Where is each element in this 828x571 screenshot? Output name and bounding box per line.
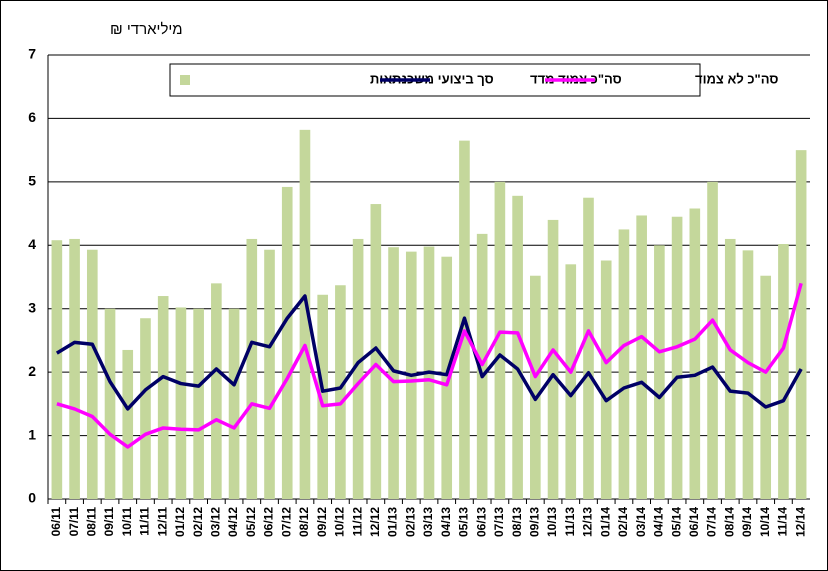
bar [193, 308, 204, 499]
x-tick-label: 03/12 [209, 507, 223, 537]
x-tick-label: 09/13 [527, 507, 541, 537]
x-tick-label: 11/12 [350, 507, 364, 537]
y-tick-label: 1 [28, 426, 36, 442]
bar [246, 238, 258, 499]
bar [476, 233, 488, 499]
bar [547, 219, 559, 499]
y-tick-label: 3 [28, 299, 36, 315]
bar [211, 283, 222, 499]
x-tick-label: 06/11 [49, 507, 63, 537]
bar [299, 129, 311, 500]
bar [795, 150, 807, 499]
x-tick-label: 06/13 [474, 507, 488, 537]
x-tick-label: 11/11 [138, 507, 152, 536]
bar [654, 245, 665, 499]
x-tick-label: 02/13 [403, 507, 417, 537]
bar [494, 181, 506, 499]
y-tick-label: 7 [28, 46, 36, 62]
x-tick-label: 04/14 [652, 507, 666, 537]
bar [335, 285, 346, 499]
bar [565, 264, 577, 499]
bar [583, 197, 594, 499]
bar [317, 294, 328, 499]
x-tick-label: 05/14 [669, 507, 683, 537]
bar [69, 238, 80, 499]
x-tick-label: 11/13 [563, 507, 577, 537]
bar [707, 181, 718, 499]
y-tick-label: 2 [28, 363, 36, 379]
x-tick-label: 06/12 [262, 507, 276, 537]
bar [86, 249, 98, 499]
x-tick-label: 12/14 [793, 507, 807, 537]
x-tick-label: 07/13 [492, 507, 506, 537]
y-tick-label: 4 [28, 236, 36, 252]
bar [530, 275, 541, 499]
y-tick-label: 0 [28, 490, 36, 506]
bar [51, 240, 63, 499]
bar [441, 256, 453, 499]
x-tick-label: 08/14 [722, 507, 736, 537]
x-tick-label: 12/11 [155, 507, 169, 537]
x-tick-label: 08/12 [297, 507, 311, 537]
bar [636, 215, 647, 499]
bar [264, 249, 275, 499]
line [55, 294, 803, 411]
x-tick-label: 01/12 [173, 507, 187, 537]
bar [104, 308, 116, 499]
x-tick-label: 03/13 [421, 507, 435, 537]
legend-label: סה"כ לא צמוד [695, 71, 778, 86]
x-tick-label: 12/13 [581, 507, 595, 537]
bar [122, 349, 134, 499]
x-tick-label: 05/12 [244, 507, 258, 537]
x-tick-label: 04/13 [439, 507, 453, 537]
x-tick-label: 10/12 [333, 507, 347, 537]
x-tick-label: 05/13 [457, 507, 471, 537]
bar [512, 195, 523, 499]
y-axis-label: מיליארדי ₪ [110, 21, 183, 38]
bar [618, 229, 630, 499]
x-tick-label: 02/12 [191, 507, 205, 537]
x-tick-label: 11/14 [776, 507, 790, 537]
x-tick-label: 03/14 [634, 507, 648, 537]
x-tick-label: 09/12 [315, 507, 329, 537]
line [56, 282, 803, 449]
bar [370, 204, 382, 500]
x-tick-label: 10/14 [758, 507, 772, 537]
x-tick-label: 09/11 [102, 507, 116, 537]
x-tick-label: 07/14 [705, 507, 719, 537]
bar [742, 250, 754, 499]
x-tick-label: 06/14 [687, 507, 701, 537]
x-tick-label: 12/12 [368, 507, 382, 537]
x-tick-label: 08/13 [510, 507, 524, 537]
legend-swatch [180, 75, 190, 85]
bar [600, 260, 612, 499]
bar [175, 307, 187, 499]
x-tick-label: 01/14 [598, 507, 612, 537]
bar [228, 308, 240, 499]
bar [778, 244, 789, 499]
x-tick-label: 08/11 [84, 507, 98, 537]
bar [671, 216, 683, 499]
y-tick-label: 6 [28, 109, 36, 125]
bar [352, 238, 364, 499]
bar [281, 186, 293, 499]
x-tick-label: 10/13 [545, 507, 559, 537]
x-tick-label: 10/11 [120, 507, 134, 537]
x-tick-label: 07/11 [67, 507, 81, 537]
x-tick-label: 04/12 [226, 507, 240, 537]
x-tick-label: 07/12 [279, 507, 293, 537]
legend-label: סך ביצועי משכנתאות [370, 71, 494, 86]
x-tick-label: 02/14 [616, 507, 630, 537]
legend-box [169, 63, 701, 97]
bar [140, 318, 151, 499]
x-tick-label: 09/14 [740, 507, 754, 537]
bar [760, 275, 772, 499]
x-tick-label: 01/13 [386, 507, 400, 537]
bar [157, 296, 169, 499]
bar [724, 238, 736, 499]
y-tick-label: 5 [28, 173, 36, 189]
bar [689, 208, 701, 500]
bar [388, 247, 399, 499]
